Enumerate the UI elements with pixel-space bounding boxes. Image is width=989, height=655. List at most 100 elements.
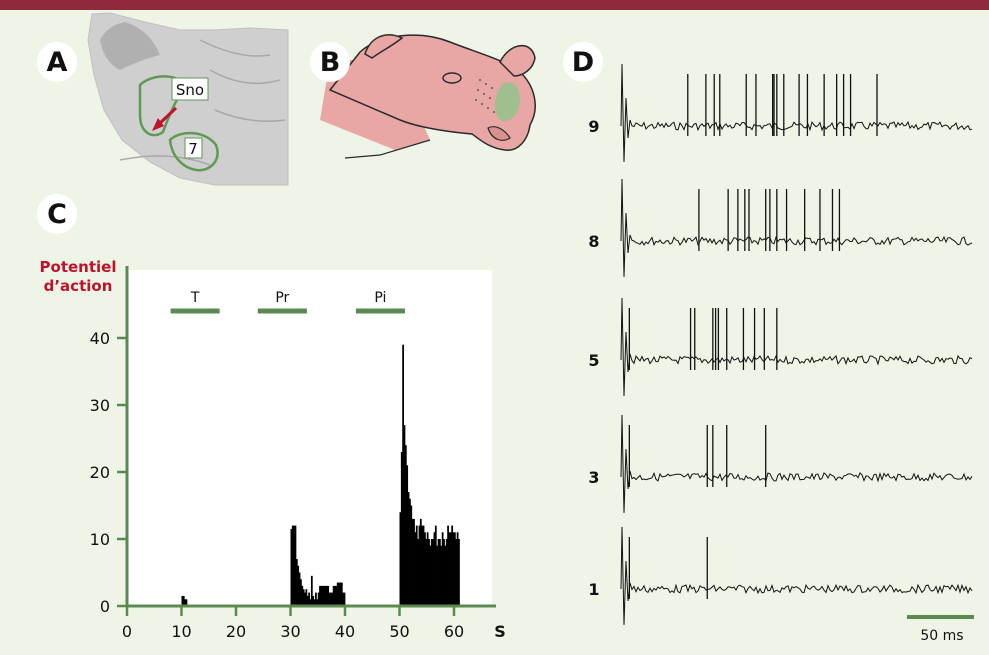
brain-section-texture — [119, 39, 286, 166]
stimulus-label: T — [190, 290, 200, 306]
histogram-bar — [339, 582, 342, 606]
histogram-bar — [290, 528, 293, 606]
histogram-bar — [294, 525, 297, 606]
histogram-bar — [300, 579, 302, 606]
histogram-bar — [411, 518, 414, 606]
facial-nucleus-outline — [168, 131, 219, 172]
histogram-bar — [407, 492, 410, 606]
y-axis-label-line2: d’action — [44, 277, 113, 295]
histogram-bar — [332, 585, 335, 606]
histogram-bar — [418, 525, 421, 606]
histogram-bar — [328, 592, 331, 606]
stimulus-label: Pi — [374, 290, 386, 306]
trace-label: 8 — [588, 232, 599, 251]
histogram-bar — [432, 539, 434, 606]
trace-label: 9 — [588, 117, 599, 136]
trace-label: 5 — [588, 351, 599, 370]
y-tick-label: 10 — [90, 530, 110, 549]
histogram-bar — [437, 539, 440, 606]
histogram-bar — [443, 539, 445, 606]
trace-label: 3 — [588, 468, 599, 487]
histogram-bar — [433, 532, 436, 606]
panel-label-a: A — [37, 42, 77, 82]
histogram-bar — [342, 592, 345, 606]
histogram-bar — [184, 599, 186, 606]
histogram-bar — [444, 545, 447, 606]
y-axis-ticks: 0 10 20 30 40 — [90, 329, 127, 616]
histogram-bar — [430, 539, 433, 606]
spike-trace — [620, 178, 973, 278]
histogram-bar — [297, 565, 300, 606]
histogram-bar — [324, 585, 327, 606]
sno-label-box — [171, 77, 209, 101]
histogram-bar — [409, 498, 411, 606]
spike-trace — [620, 526, 973, 626]
spike-trace — [620, 63, 973, 163]
x-tick-label: 20 — [226, 622, 246, 641]
panel-a-section: Sno 7 — [87, 12, 289, 186]
y-axis-label-line1: Potentiel — [40, 258, 117, 276]
histogram-bar — [400, 451, 403, 606]
histogram-bar — [293, 525, 295, 606]
histogram-bar — [310, 575, 313, 606]
histogram-bar — [312, 595, 315, 606]
histogram-bar — [452, 532, 455, 606]
histogram-bar — [317, 592, 320, 606]
histogram-bar — [415, 525, 418, 606]
histogram-bar — [436, 545, 439, 606]
x-tick-label: 0 — [122, 622, 132, 641]
rat-ear-right-icon — [499, 45, 536, 77]
histogram-bar — [413, 518, 415, 606]
histogram-bar — [336, 582, 339, 606]
histogram-bar — [295, 559, 298, 606]
rat-mouth-icon — [487, 126, 511, 141]
histogram-bar — [417, 539, 419, 606]
histogram-bar — [340, 582, 343, 606]
histogram-bar — [309, 599, 312, 606]
facial-label: 7 — [188, 140, 198, 158]
x-tick-label: 50 — [389, 622, 409, 641]
histogram-bar — [319, 585, 321, 606]
histogram-bar — [320, 585, 323, 606]
histogram-bar — [181, 595, 184, 606]
x-tick-label: 10 — [171, 622, 191, 641]
histogram-bar — [334, 585, 336, 606]
panel-b-rat-head — [320, 34, 536, 159]
histogram-bar — [399, 512, 402, 606]
histogram-bar — [429, 545, 432, 606]
sno-label: Sno — [176, 81, 204, 99]
histogram-bar — [421, 525, 424, 606]
panel-label-a-text: A — [46, 46, 68, 78]
histogram-bar — [403, 425, 406, 606]
whisker-pads — [475, 79, 495, 113]
histogram-bar — [410, 505, 413, 606]
histogram-bar — [330, 592, 332, 606]
histogram-bar — [321, 585, 324, 606]
histogram-bar — [448, 532, 451, 606]
histogram-bar — [428, 539, 430, 606]
stimulus-label: Pr — [275, 290, 289, 306]
histogram-bar — [449, 532, 452, 606]
y-tick-label: 30 — [90, 396, 110, 415]
histogram-bar — [298, 572, 301, 606]
scale-bar-label: 50 ms — [920, 628, 963, 644]
histogram-bar — [402, 344, 404, 606]
histogram-bar — [455, 539, 458, 606]
histogram-bar — [313, 599, 316, 606]
histogram-bar — [458, 539, 460, 606]
histogram-bar — [424, 532, 426, 606]
histogram-bar — [447, 525, 449, 606]
histogram-bar — [441, 532, 444, 606]
panel-d-spike-traces: 9 8 5 3 1 — [588, 63, 973, 626]
histogram-bar — [323, 585, 325, 606]
panel-label-b: B — [310, 42, 350, 82]
histogram-bar — [304, 592, 306, 606]
rat-head-outline — [328, 34, 536, 151]
histogram-bar — [315, 592, 317, 606]
y-tick-label: 40 — [90, 329, 110, 348]
histogram-bar — [440, 545, 443, 606]
histogram-bar — [308, 592, 310, 606]
histogram-bar — [454, 532, 456, 606]
facial-label-box — [184, 137, 203, 159]
